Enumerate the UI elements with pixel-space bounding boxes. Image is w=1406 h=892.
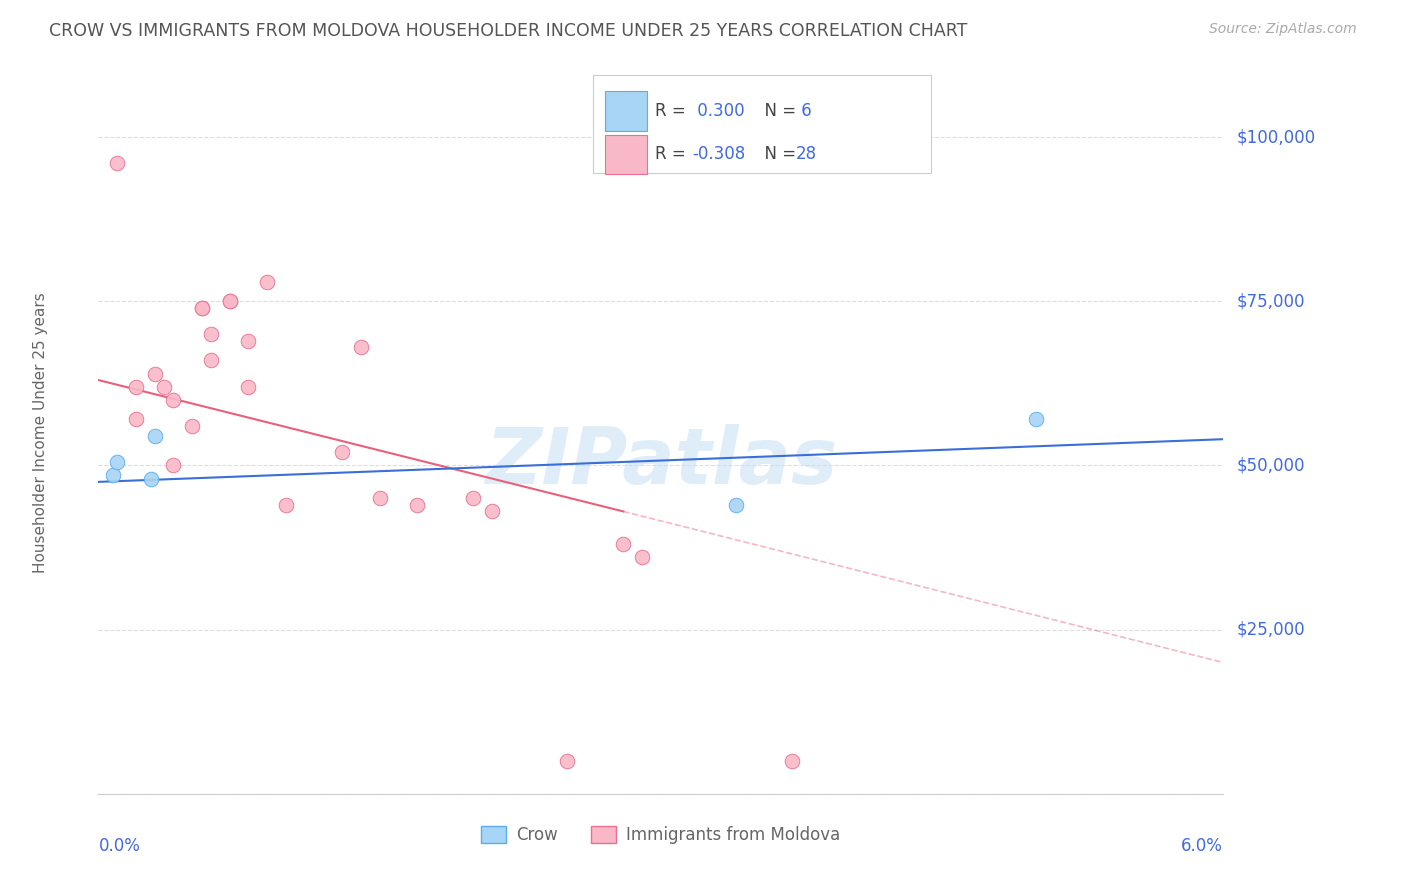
Text: 0.0%: 0.0%: [98, 838, 141, 855]
Point: [612, 537, 634, 551]
Point: [368, 491, 391, 506]
Text: N =: N =: [754, 102, 801, 120]
Text: Householder Income Under 25 years: Householder Income Under 25 years: [32, 293, 48, 573]
Point: [406, 498, 429, 512]
Point: [1025, 412, 1047, 426]
Text: $75,000: $75,000: [1237, 293, 1306, 310]
Point: [200, 353, 222, 368]
Point: [190, 301, 212, 315]
Legend: Crow, Immigrants from Moldova: Crow, Immigrants from Moldova: [474, 819, 848, 851]
Text: Source: ZipAtlas.com: Source: ZipAtlas.com: [1209, 22, 1357, 37]
Text: 28: 28: [796, 145, 817, 163]
Point: [238, 334, 260, 348]
Point: [125, 379, 148, 393]
Point: [190, 301, 212, 315]
Point: [200, 327, 222, 342]
Point: [125, 412, 148, 426]
Point: [463, 491, 485, 506]
Text: 6.0%: 6.0%: [1181, 838, 1223, 855]
Point: [103, 468, 125, 483]
Text: -0.308: -0.308: [692, 145, 745, 163]
Text: $25,000: $25,000: [1237, 621, 1306, 639]
Text: $100,000: $100,000: [1237, 128, 1316, 146]
Text: CROW VS IMMIGRANTS FROM MOLDOVA HOUSEHOLDER INCOME UNDER 25 YEARS CORRELATION CH: CROW VS IMMIGRANTS FROM MOLDOVA HOUSEHOL…: [49, 22, 967, 40]
Point: [724, 498, 747, 512]
Point: [256, 275, 278, 289]
Point: [350, 340, 373, 354]
Text: 6: 6: [796, 102, 811, 120]
Point: [238, 379, 260, 393]
Text: ZIPatlas: ZIPatlas: [485, 424, 837, 500]
Text: N =: N =: [754, 145, 801, 163]
Point: [555, 754, 578, 768]
Point: [780, 754, 803, 768]
Point: [105, 455, 128, 469]
Point: [481, 504, 503, 518]
Point: [330, 445, 353, 459]
FancyBboxPatch shape: [593, 75, 931, 172]
Text: R =: R =: [655, 102, 692, 120]
Text: R =: R =: [655, 145, 692, 163]
Point: [143, 367, 166, 381]
Point: [105, 156, 128, 170]
Point: [218, 294, 240, 309]
Point: [631, 550, 654, 565]
Text: $50,000: $50,000: [1237, 457, 1306, 475]
Point: [153, 379, 176, 393]
Point: [143, 429, 166, 443]
Point: [274, 498, 297, 512]
Text: 0.300: 0.300: [692, 102, 745, 120]
FancyBboxPatch shape: [605, 91, 647, 131]
Point: [162, 392, 184, 407]
Point: [181, 419, 204, 434]
Point: [139, 472, 162, 486]
Point: [218, 294, 240, 309]
FancyBboxPatch shape: [605, 135, 647, 174]
Point: [162, 458, 184, 473]
